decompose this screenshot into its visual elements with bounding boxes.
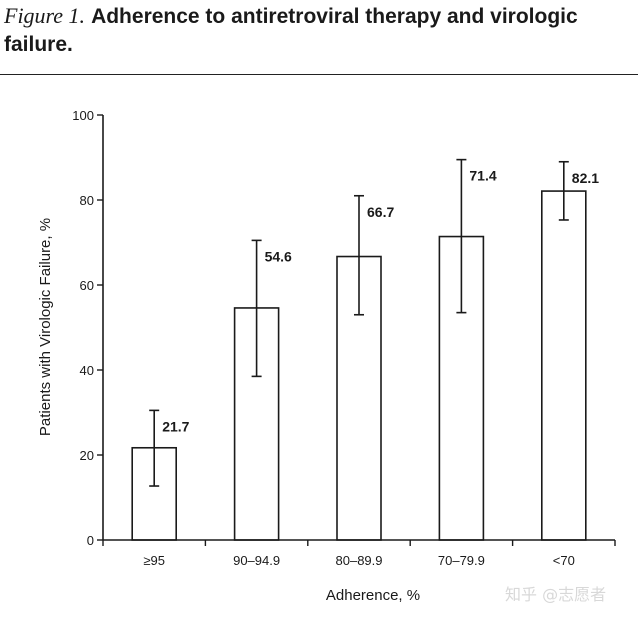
data-label: 82.1 [572, 170, 599, 186]
x-axis-label: Adherence, % [326, 587, 420, 604]
y-tick-label: 80 [80, 193, 94, 208]
axes-layer: 0 20 40 60 80 100 ≥95 90–94.9 80–89.9 70–79.9 <70 [72, 108, 616, 568]
x-tick-label: 80–89.9 [336, 553, 383, 568]
data-label: 71.4 [469, 168, 496, 184]
data-label: 21.7 [162, 418, 189, 434]
bars-layer: 21.7 54.6 66.7 71.4 82.1 [131, 158, 599, 541]
y-axis-label: Patients with Virologic Failure, % [37, 218, 54, 436]
bar [336, 255, 382, 541]
title-divider [0, 74, 638, 75]
x-tick-label: 90–94.9 [233, 553, 280, 568]
data-label: 54.6 [265, 248, 292, 264]
x-tick-label: ≥95 [143, 553, 165, 568]
y-tick-label: 40 [80, 363, 94, 378]
y-tick-label: 20 [80, 448, 94, 463]
x-tick-label: <70 [553, 553, 575, 568]
y-tick-label: 60 [80, 278, 94, 293]
figure-title-text: Adherence to antiretroviral therapy and … [4, 5, 578, 56]
watermark: 知乎 @志愿者 [505, 585, 607, 604]
figure-title: Figure 1. Adherence to antiretroviral the… [4, 2, 634, 59]
data-label: 66.7 [367, 204, 394, 220]
y-tick-label: 0 [87, 533, 94, 548]
bar [540, 190, 587, 541]
x-tick-label: 70–79.9 [438, 553, 485, 568]
y-tick-label: 100 [72, 108, 94, 123]
figure-label: Figure 1. [4, 3, 86, 28]
